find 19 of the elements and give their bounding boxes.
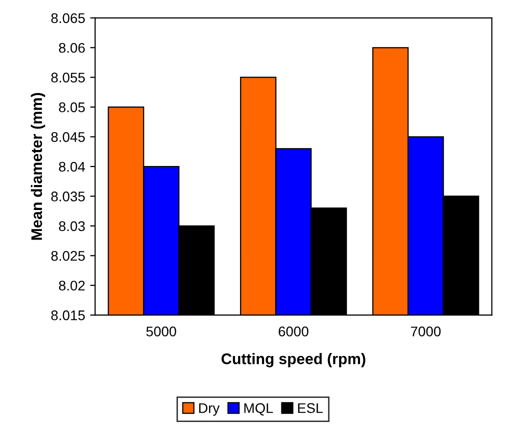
x-axis-title: Cutting speed (rpm) [222, 353, 366, 368]
y-tick-label: 8.045 [51, 132, 85, 142]
y-tick-label: 8.04 [58, 162, 85, 172]
legend-label: MQL [244, 403, 273, 416]
y-tick-label: 8.015 [51, 310, 85, 320]
y-tick-label: 8.02 [58, 280, 85, 291]
y-tick-label: 8.03 [58, 221, 85, 232]
x-tick-label: 7000 [410, 326, 441, 336]
legend-label: ESL [298, 403, 323, 414]
legend-label: Dry [199, 403, 220, 416]
y-tick-label: 8.055 [51, 72, 85, 83]
x-tick-label: 5000 [146, 326, 176, 336]
y-axis-title: Mean diameter (mm) [30, 92, 46, 240]
y-tick-label: 8.065 [51, 13, 85, 24]
y-tick-label: 8.035 [51, 192, 85, 202]
y-tick-label: 8.06 [58, 42, 85, 53]
x-tick-label: 6000 [278, 326, 308, 336]
y-tick-label: 8.05 [58, 102, 85, 112]
y-tick-label: 8.025 [51, 250, 85, 261]
